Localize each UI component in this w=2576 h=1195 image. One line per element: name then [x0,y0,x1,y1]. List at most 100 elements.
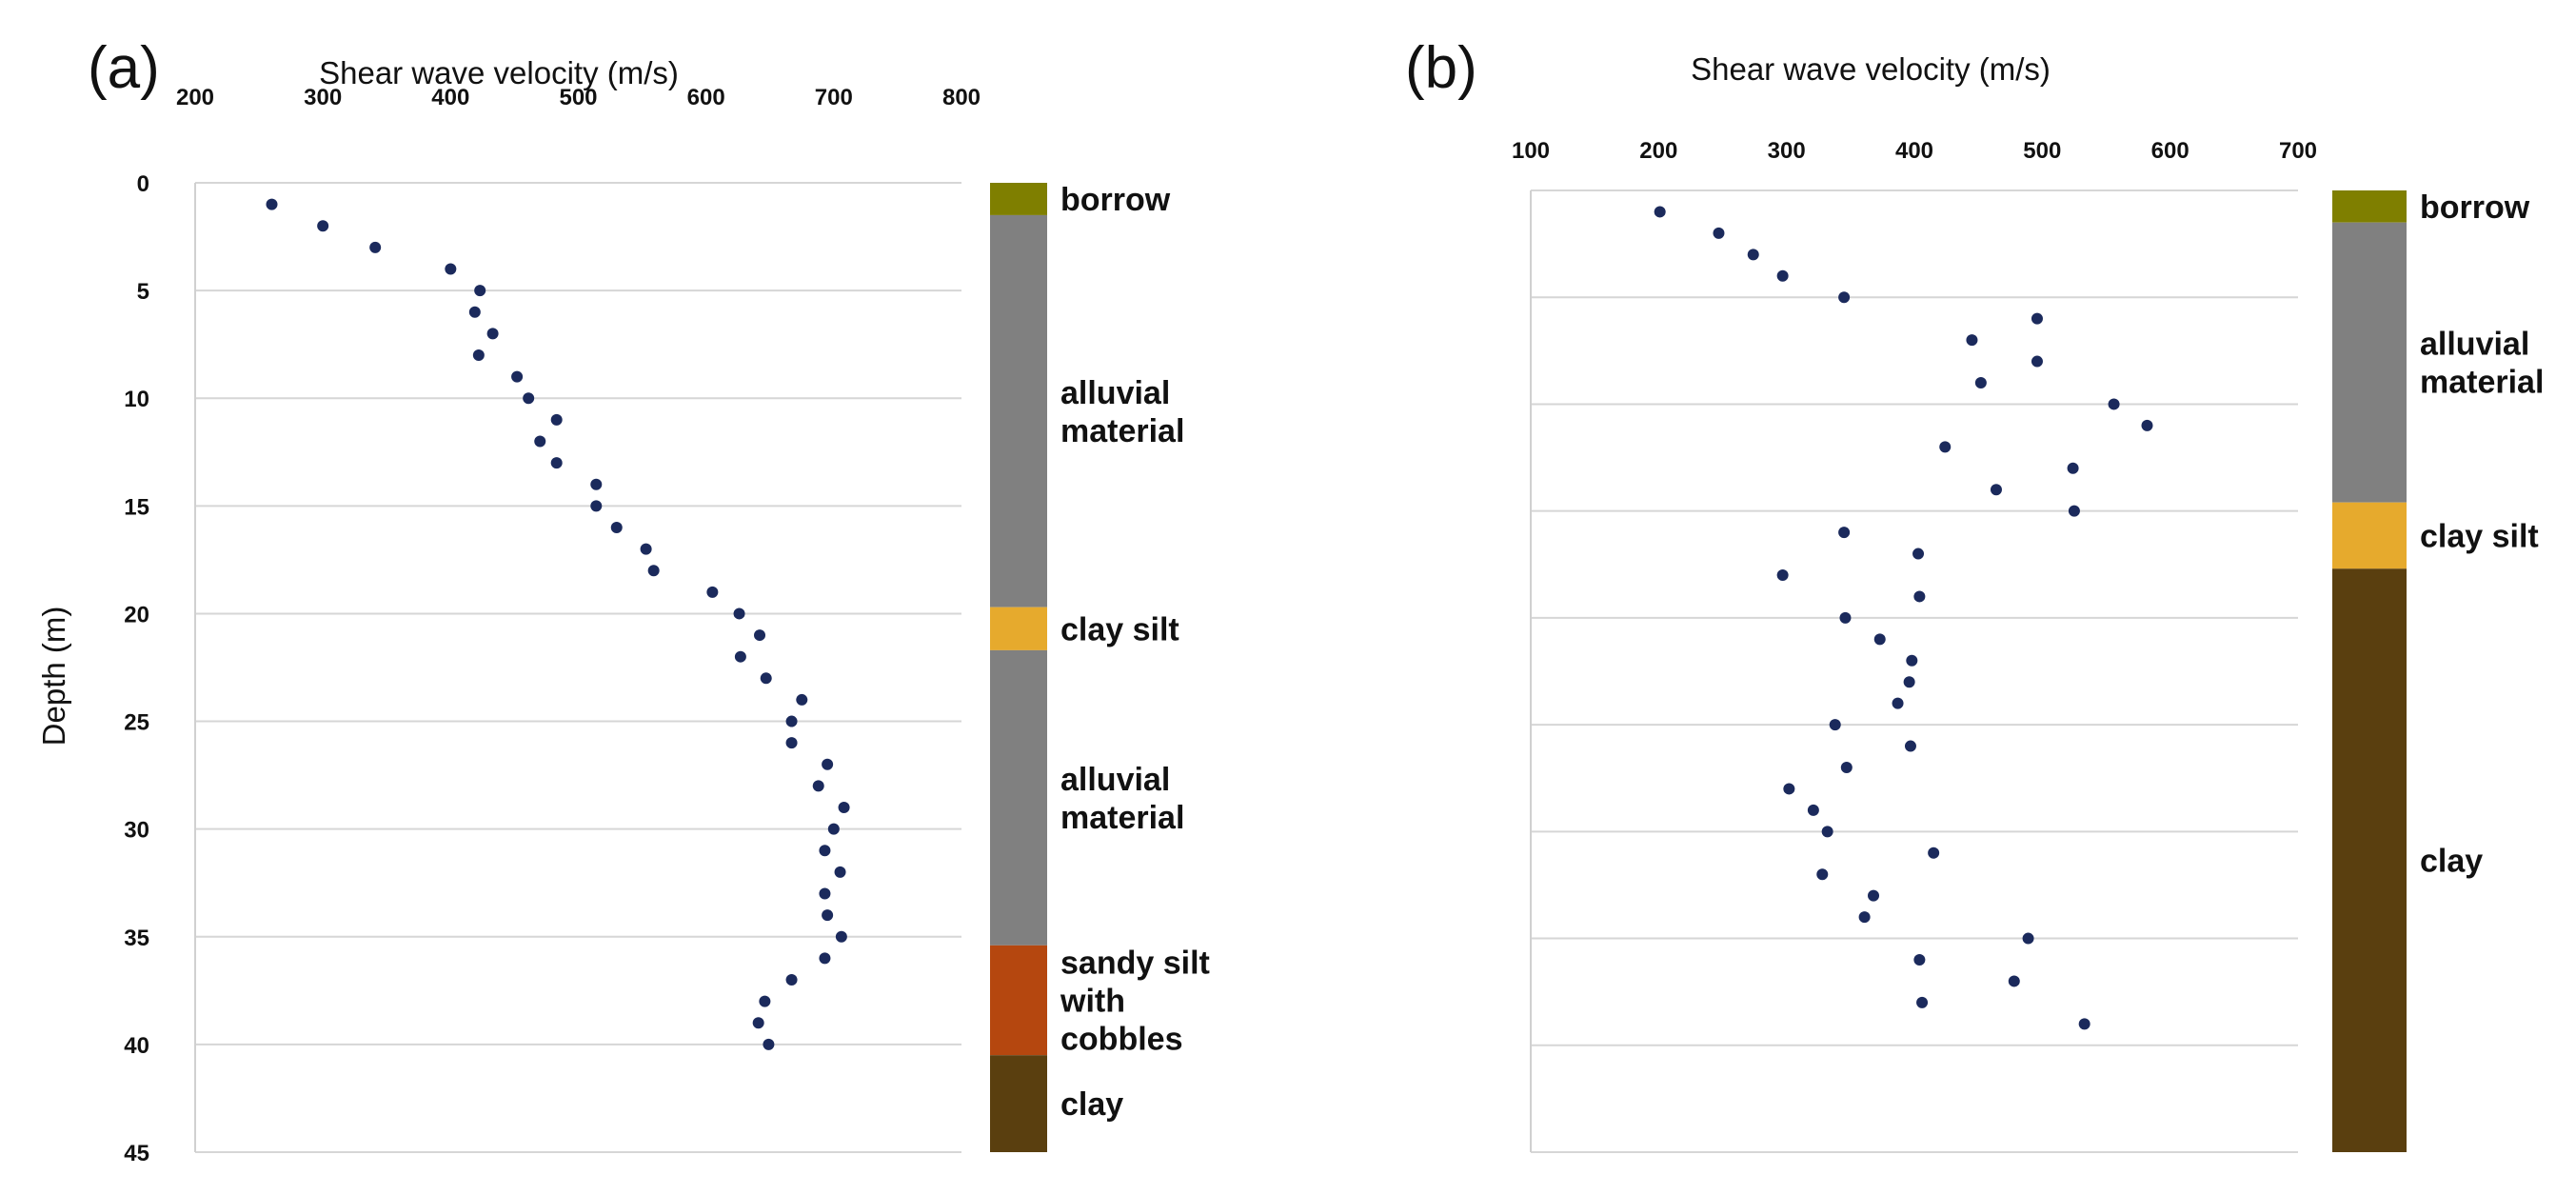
panel-a-data-point [734,650,746,663]
panel-b-soil-layer [2332,568,2407,1152]
panel-b-gridlines [1531,189,2298,1153]
panel-a-gridlines [195,182,961,1153]
panel-a-y-tick-label: 25 [124,710,149,736]
panel-b-soil-label: clay [2420,844,2483,880]
panel-b-data-point [1913,954,1926,966]
panel-a-soil-label-line: sandy silt [1060,946,1210,982]
panel-a-soil-layer [990,1055,1047,1152]
panel-b-soil-label-line: alluvial [2420,327,2529,363]
panel-b-data-point [1829,719,1841,731]
panel-b-x-tick-label: 400 [1895,138,1933,164]
panel-a-data-point [760,672,772,685]
panel-a-soil-label-line: cobbles [1060,1022,1182,1058]
panel-a-data-point [819,952,831,965]
panel-b-soil-label: alluvial material [2420,327,2544,401]
panel-b-data-point [1747,249,1759,261]
panel-b-x-tick-label: 300 [1768,138,1806,164]
panel-b-data-point [2078,1018,2091,1030]
panel-a-data-point [317,220,329,232]
panel-b-soil-label-line: material [2420,365,2544,401]
panel-b-data-point [1807,804,1819,816]
panel-b-data-point [2008,975,2020,987]
panel-b-data-point [1838,291,1851,304]
panel-a-data-point [754,629,766,642]
panel-b-data-point [1928,846,1940,859]
panel-a-soil-label: alluvial material [1060,375,1184,449]
panel-a-soil-layer [990,183,1047,215]
panel-a: (a) Shear wave velocity (m/s) Depth (m) … [36,35,1210,1166]
panel-a-soil-label-line: borrow [1060,182,1171,218]
panel-a-data-point [819,887,831,900]
panel-b-soil-layer [2332,502,2407,569]
panel-a-soil-label: alluvial material [1060,762,1184,836]
panel-b-data-point [1939,441,1952,453]
panel-a-y-axis-title: Depth (m) [36,607,71,747]
panel-a-data-point [752,1017,764,1029]
panel-a-soil-label-line: material [1060,800,1184,836]
panel-b-data-point [1892,697,1904,709]
panel-b-data-point [1838,527,1851,539]
panel-a-data-point [534,435,546,448]
panel-b-data-point [1873,633,1886,646]
panel-a-data-point [785,974,798,986]
panel-a-data-point [610,521,623,533]
panel-b-data-point [1913,590,1926,603]
panel-a-x-tick-label: 400 [431,85,469,110]
panel-a-soil-label-line: alluvial [1060,375,1170,411]
panel-b-points [1654,206,2153,1030]
panel-b-x-tick-label: 100 [1512,138,1550,164]
panel-b-soil-label-line: borrow [2420,189,2530,226]
panel-b-x-ticks: 100 200 300 400 500 600 700 [1512,138,2317,164]
panel-a-data-point [640,543,652,555]
panel-b-label: (b) [1405,35,1477,101]
panel-a-data-point [472,349,485,361]
panel-b-data-point [1776,269,1789,282]
panel-a-data-point [486,328,499,340]
panel-a-soil-label-line: clay silt [1060,611,1179,647]
panel-a-data-point [819,845,831,857]
panel-a-soil-label: sandy silt with cobbles [1060,946,1210,1058]
panel-a-data-point [369,241,382,253]
panel-a-data-point [796,693,808,706]
panel-b-x-axis-title: Shear wave velocity (m/s) [1691,51,2051,87]
panel-a-label: (a) [88,35,160,101]
panel-a-points [266,198,850,1050]
panel-a-data-point [590,500,603,512]
panel-b-data-point [2031,312,2043,325]
panel-b-data-point [1654,206,1666,218]
panel-b-data-point [1912,548,1925,560]
panel-a-data-point [834,866,846,878]
panel-a-data-point [733,607,745,620]
panel-a-data-point [266,198,278,210]
panel-b-data-point [2141,419,2153,431]
panel-b-soil-layer [2332,222,2407,503]
panel-a-data-point [445,263,457,275]
panel-a-data-point [835,930,847,943]
panel-b-soil-label: borrow [2420,189,2530,226]
panel-b-data-point [1974,377,1987,388]
panel-a-data-point [474,285,486,297]
panel-a-soil-label-line: with [1060,984,1125,1020]
panel-a-data-point [812,780,824,792]
panel-a-y-tick-label: 45 [124,1141,149,1166]
panel-a-soil-label-line: material [1060,413,1184,449]
panel-b-data-point [1840,762,1853,773]
panel-a-data-point [550,457,563,469]
panel-b-data-point [1903,676,1915,688]
panel-a-y-tick-label: 0 [137,171,149,197]
panel-b: (b) Shear wave velocity (m/s) 100 200 300 4… [1405,35,2544,1153]
panel-b-x-tick-label: 600 [2151,138,2190,164]
panel-a-data-point [838,802,850,814]
panel-b-soil-layer [2332,190,2407,223]
panel-a-y-tick-label: 15 [124,494,149,520]
panel-a-x-tick-label: 700 [815,85,853,110]
panel-b-data-point [1906,654,1918,667]
panel-a-data-point [785,737,798,749]
panel-a-y-tick-label: 20 [124,602,149,627]
panel-b-data-point [1776,569,1789,581]
panel-a-data-point [822,758,834,770]
panel-a-x-tick-label: 200 [176,85,214,110]
panel-a-y-tick-label: 35 [124,926,149,951]
panel-a-data-point [511,370,524,383]
